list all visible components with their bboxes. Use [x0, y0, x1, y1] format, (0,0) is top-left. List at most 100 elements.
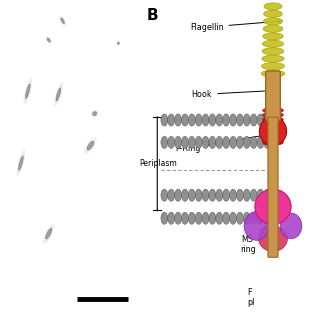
- Circle shape: [168, 136, 175, 148]
- Ellipse shape: [264, 10, 282, 17]
- Circle shape: [209, 136, 216, 148]
- Circle shape: [223, 136, 230, 148]
- Ellipse shape: [264, 3, 282, 10]
- Circle shape: [243, 136, 250, 148]
- Circle shape: [250, 212, 257, 224]
- Ellipse shape: [263, 140, 284, 145]
- Ellipse shape: [20, 159, 22, 167]
- Ellipse shape: [47, 38, 50, 42]
- Ellipse shape: [89, 143, 92, 148]
- Circle shape: [264, 136, 271, 148]
- Text: Hook: Hook: [192, 89, 276, 99]
- Ellipse shape: [17, 150, 25, 177]
- Ellipse shape: [48, 39, 50, 41]
- Circle shape: [202, 114, 209, 126]
- Ellipse shape: [118, 43, 119, 44]
- Ellipse shape: [61, 18, 65, 24]
- Circle shape: [181, 189, 188, 201]
- Circle shape: [264, 212, 271, 224]
- Ellipse shape: [263, 18, 283, 25]
- Circle shape: [250, 189, 257, 201]
- FancyBboxPatch shape: [268, 117, 278, 257]
- Ellipse shape: [263, 33, 283, 40]
- Circle shape: [195, 136, 202, 148]
- Ellipse shape: [59, 16, 66, 26]
- Circle shape: [202, 189, 209, 201]
- Circle shape: [223, 189, 230, 201]
- Circle shape: [216, 212, 223, 224]
- Ellipse shape: [261, 63, 284, 70]
- Ellipse shape: [57, 91, 60, 98]
- Ellipse shape: [46, 36, 52, 44]
- Circle shape: [175, 212, 181, 224]
- Circle shape: [264, 189, 271, 201]
- Circle shape: [223, 212, 230, 224]
- Circle shape: [223, 114, 230, 126]
- Ellipse shape: [263, 126, 284, 132]
- Circle shape: [175, 189, 181, 201]
- Text: Flagellin: Flagellin: [190, 20, 281, 32]
- Ellipse shape: [45, 228, 52, 239]
- Text: Periplasm: Periplasm: [139, 159, 177, 168]
- Ellipse shape: [117, 42, 119, 44]
- Ellipse shape: [92, 111, 97, 116]
- Circle shape: [161, 114, 168, 126]
- Ellipse shape: [280, 213, 302, 239]
- Text: B: B: [147, 8, 158, 23]
- Ellipse shape: [263, 117, 284, 123]
- Circle shape: [161, 136, 168, 148]
- Circle shape: [230, 189, 236, 201]
- Ellipse shape: [43, 224, 54, 244]
- Circle shape: [209, 212, 216, 224]
- Ellipse shape: [87, 141, 94, 150]
- Circle shape: [161, 212, 168, 224]
- Circle shape: [243, 212, 250, 224]
- Ellipse shape: [260, 117, 286, 146]
- Circle shape: [175, 114, 181, 126]
- Circle shape: [230, 114, 236, 126]
- Ellipse shape: [262, 48, 284, 55]
- Ellipse shape: [263, 25, 283, 32]
- Circle shape: [202, 212, 209, 224]
- Ellipse shape: [263, 130, 284, 136]
- Circle shape: [195, 189, 202, 201]
- Circle shape: [236, 114, 243, 126]
- Ellipse shape: [62, 19, 64, 22]
- Ellipse shape: [255, 189, 291, 224]
- Ellipse shape: [91, 110, 99, 117]
- Ellipse shape: [263, 112, 284, 118]
- Circle shape: [175, 136, 181, 148]
- Circle shape: [257, 189, 264, 201]
- Circle shape: [250, 136, 257, 148]
- Ellipse shape: [47, 231, 50, 236]
- Ellipse shape: [116, 41, 120, 45]
- Circle shape: [195, 114, 202, 126]
- Ellipse shape: [263, 121, 284, 127]
- Circle shape: [181, 114, 188, 126]
- Ellipse shape: [262, 55, 284, 62]
- Circle shape: [257, 212, 264, 224]
- Ellipse shape: [54, 83, 63, 106]
- Circle shape: [236, 136, 243, 148]
- Text: MS
ring: MS ring: [240, 206, 285, 254]
- Circle shape: [181, 136, 188, 148]
- Circle shape: [216, 136, 223, 148]
- Ellipse shape: [84, 137, 97, 154]
- Circle shape: [230, 136, 236, 148]
- Circle shape: [216, 114, 223, 126]
- Circle shape: [243, 189, 250, 201]
- Circle shape: [236, 212, 243, 224]
- Ellipse shape: [56, 88, 61, 101]
- Circle shape: [243, 114, 250, 126]
- Ellipse shape: [262, 40, 284, 47]
- Ellipse shape: [259, 226, 287, 252]
- Circle shape: [257, 136, 264, 148]
- Circle shape: [264, 114, 271, 126]
- Circle shape: [188, 136, 195, 148]
- Circle shape: [188, 114, 195, 126]
- FancyBboxPatch shape: [266, 71, 280, 121]
- Ellipse shape: [25, 84, 30, 99]
- Circle shape: [168, 189, 175, 201]
- Ellipse shape: [23, 78, 32, 105]
- Text: F
pl: F pl: [248, 288, 255, 307]
